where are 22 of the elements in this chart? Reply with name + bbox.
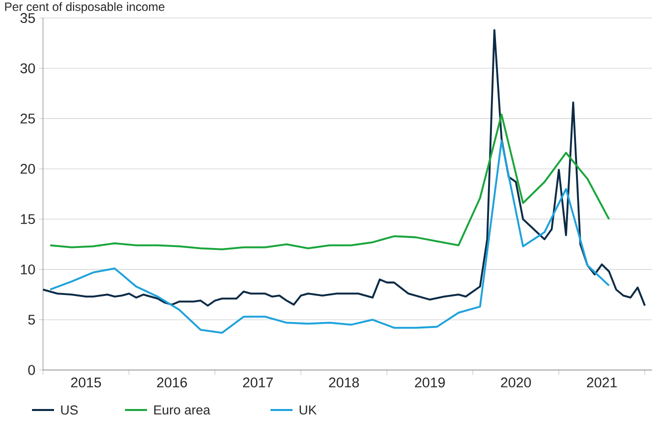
y-tick-label: 5 — [28, 314, 35, 325]
x-tick-label: 2018 — [329, 378, 359, 388]
y-axis-title: Per cent of disposable income — [5, 2, 164, 14]
x-tick-label: 2017 — [243, 378, 273, 388]
line-series — [42, 29, 646, 307]
y-tick-label: 0 — [28, 365, 35, 375]
x-tick-label: 2020 — [501, 378, 531, 388]
y-tick-label: 25 — [20, 114, 35, 124]
y-tick-label: 20 — [20, 164, 35, 174]
y-tick-label: 15 — [20, 214, 35, 224]
line-series — [49, 140, 610, 334]
legend-label: Euro area — [154, 405, 210, 415]
line-series — [49, 114, 610, 250]
x-tick-label: 2015 — [71, 378, 101, 388]
y-tick-label: 30 — [20, 63, 35, 74]
x-tick-label: 2021 — [586, 378, 617, 388]
legend-label: UK — [300, 405, 317, 415]
y-tick-label: 10 — [20, 264, 35, 274]
x-tick-label: 2019 — [415, 378, 445, 388]
legend-label: US — [61, 405, 78, 415]
x-tick-label: 2016 — [157, 378, 187, 388]
y-tick-label: 35 — [20, 13, 35, 23]
